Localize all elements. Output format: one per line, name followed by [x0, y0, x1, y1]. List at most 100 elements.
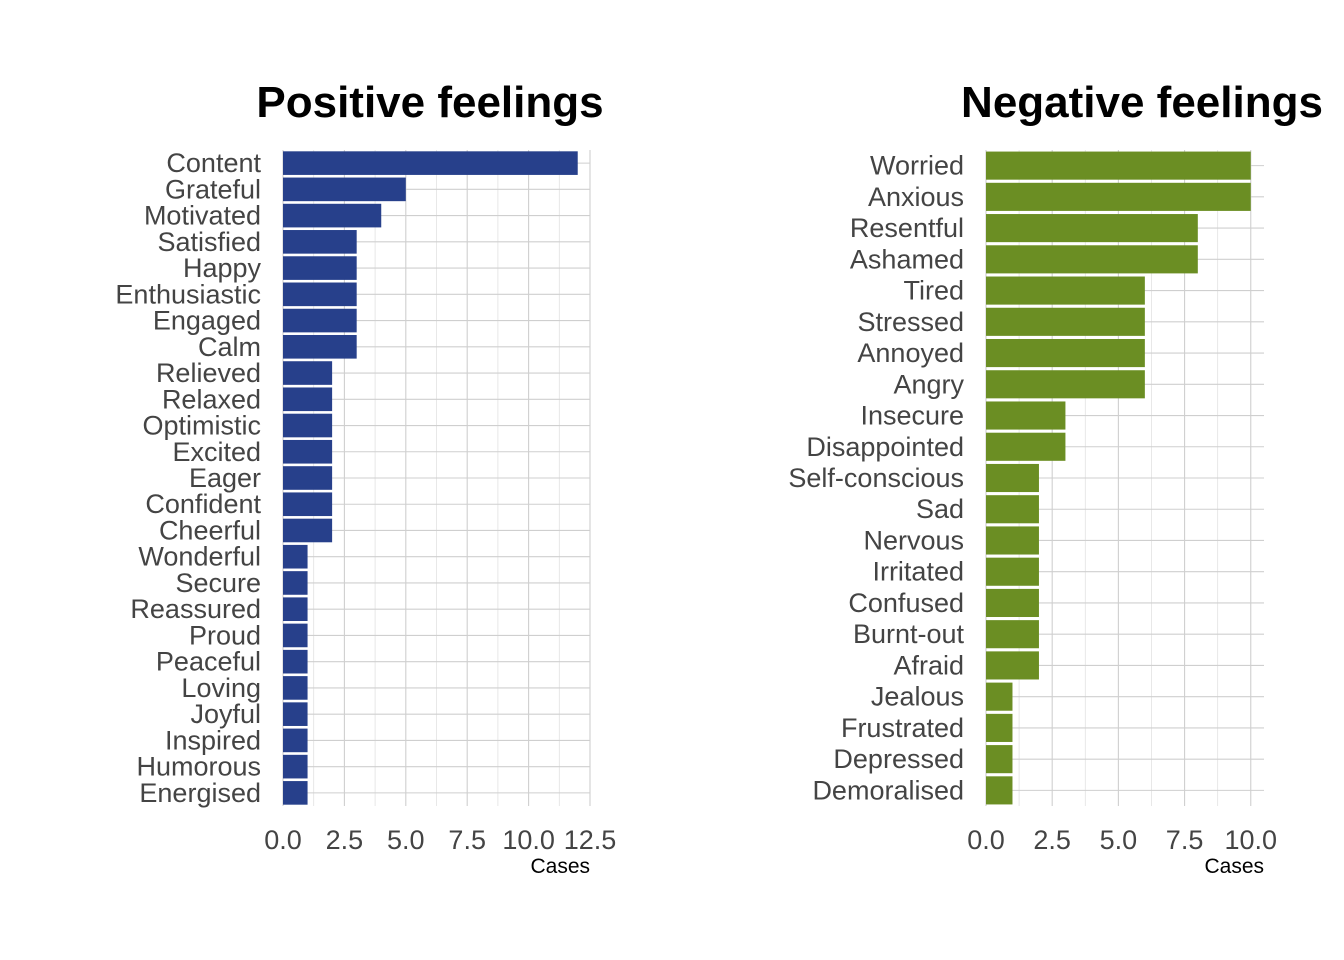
bar-confident — [283, 492, 333, 517]
category-label-frustrated: Frustrated — [841, 713, 964, 743]
bar-energised — [283, 781, 308, 805]
x-axis-title: Cases — [530, 855, 590, 878]
category-label-peaceful: Peaceful — [156, 647, 261, 677]
bar-proud — [283, 623, 308, 648]
category-label-disappointed: Disappointed — [806, 432, 964, 462]
bar-relieved — [283, 361, 333, 385]
bar-nervous — [986, 526, 1039, 555]
category-label-insecure: Insecure — [860, 401, 964, 431]
bar-calm — [283, 334, 357, 359]
category-label-confident: Confident — [145, 489, 261, 519]
category-label-jealous: Jealous — [871, 682, 964, 712]
x-tick-label: 0.0 — [264, 825, 302, 855]
bar-secure — [283, 571, 308, 595]
bar-peaceful — [283, 649, 308, 674]
x-tick-label: 12.5 — [564, 825, 617, 855]
category-label-self-conscious: Self-conscious — [788, 463, 964, 493]
bar-happy — [283, 256, 357, 280]
bar-engaged — [283, 308, 357, 333]
category-label-optimistic: Optimistic — [142, 411, 261, 441]
category-label-grateful: Grateful — [165, 174, 261, 204]
category-label-burnt-out: Burnt-out — [853, 619, 965, 649]
x-axis-title: Cases — [1204, 855, 1264, 878]
category-labels: ContentGratefulMotivatedSatisfiedHappyEn… — [115, 148, 261, 808]
bar-self-conscious — [986, 463, 1039, 493]
category-label-nervous: Nervous — [863, 525, 964, 555]
bars — [986, 151, 1251, 805]
category-label-ashamed: Ashamed — [850, 244, 964, 274]
bar-resentful — [986, 214, 1198, 243]
category-label-enthusiastic: Enthusiastic — [115, 279, 261, 309]
x-tick-label: 5.0 — [387, 825, 425, 855]
bar-sad — [986, 495, 1039, 524]
category-label-stressed: Stressed — [857, 307, 964, 337]
category-label-anxious: Anxious — [868, 182, 964, 212]
category-label-irritated: Irritated — [872, 557, 964, 587]
chart-title: Negative feelings — [961, 78, 1323, 127]
category-label-tired: Tired — [903, 276, 964, 306]
category-label-excited: Excited — [172, 437, 261, 467]
bar-eager — [283, 466, 333, 490]
x-tick-label: 2.5 — [326, 825, 364, 855]
bar-motivated — [283, 203, 382, 228]
category-label-afraid: Afraid — [893, 650, 964, 680]
category-label-happy: Happy — [183, 253, 262, 283]
x-tick-label: 7.5 — [448, 825, 486, 855]
category-label-satisfied: Satisfied — [157, 227, 261, 257]
bar-excited — [283, 439, 333, 464]
category-label-calm: Calm — [198, 332, 261, 362]
category-label-proud: Proud — [189, 620, 261, 650]
category-label-engaged: Engaged — [153, 306, 261, 336]
bar-irritated — [986, 557, 1039, 586]
bar-afraid — [986, 651, 1039, 680]
category-label-content: Content — [166, 148, 261, 178]
category-label-joyful: Joyful — [190, 699, 261, 729]
category-label-worried: Worried — [870, 151, 964, 181]
bar-burnt-out — [986, 620, 1039, 649]
x-tick-label: 2.5 — [1033, 825, 1071, 855]
bar-enthusiastic — [283, 282, 357, 307]
x-tick-labels: 0.0 2.5 5.0 7.5 10.0 12.5 — [264, 825, 616, 855]
chart-title: Positive feelings — [256, 78, 603, 127]
bar-satisfied — [283, 230, 357, 254]
bar-worried — [986, 151, 1251, 180]
category-label-eager: Eager — [189, 463, 261, 493]
negative-feelings-chart: WorriedAnxiousResentfulAshamedTiredStres… — [788, 78, 1323, 878]
category-label-reassured: Reassured — [130, 594, 261, 624]
bar-stressed — [986, 307, 1145, 336]
bar-optimistic — [283, 413, 333, 438]
category-label-humorous: Humorous — [136, 752, 261, 782]
bar-insecure — [986, 401, 1066, 430]
category-label-cheerful: Cheerful — [159, 515, 261, 545]
category-label-sad: Sad — [916, 494, 964, 524]
bar-joyful — [283, 702, 308, 726]
x-tick-labels: 0.0 2.5 5.0 7.5 10.0 — [967, 825, 1277, 855]
bar-demoralised — [986, 776, 1013, 805]
bars — [283, 151, 578, 805]
bar-grateful — [283, 177, 406, 202]
bar-frustrated — [986, 713, 1013, 742]
category-label-annoyed: Annoyed — [857, 338, 964, 368]
bar-loving — [283, 676, 308, 700]
category-label-depressed: Depressed — [833, 744, 964, 774]
category-label-relaxed: Relaxed — [162, 384, 261, 414]
bar-confused — [986, 588, 1039, 618]
bar-ashamed — [986, 245, 1198, 274]
bar-disappointed — [986, 432, 1066, 461]
bar-annoyed — [986, 338, 1145, 368]
category-label-loving: Loving — [181, 673, 261, 703]
bar-tired — [986, 276, 1145, 305]
bar-cheerful — [283, 518, 333, 543]
category-label-relieved: Relieved — [156, 358, 261, 388]
x-tick-label: 7.5 — [1166, 825, 1204, 855]
x-tick-label: 0.0 — [967, 825, 1005, 855]
category-label-angry: Angry — [893, 369, 964, 399]
x-tick-label: 10.0 — [502, 825, 555, 855]
category-label-energised: Energised — [139, 778, 261, 808]
bar-content — [283, 151, 578, 175]
positive-feelings-chart: ContentGratefulMotivatedSatisfiedHappyEn… — [115, 78, 616, 878]
bar-reassured — [283, 597, 308, 622]
category-label-inspired: Inspired — [165, 725, 261, 755]
category-label-demoralised: Demoralised — [812, 775, 964, 805]
